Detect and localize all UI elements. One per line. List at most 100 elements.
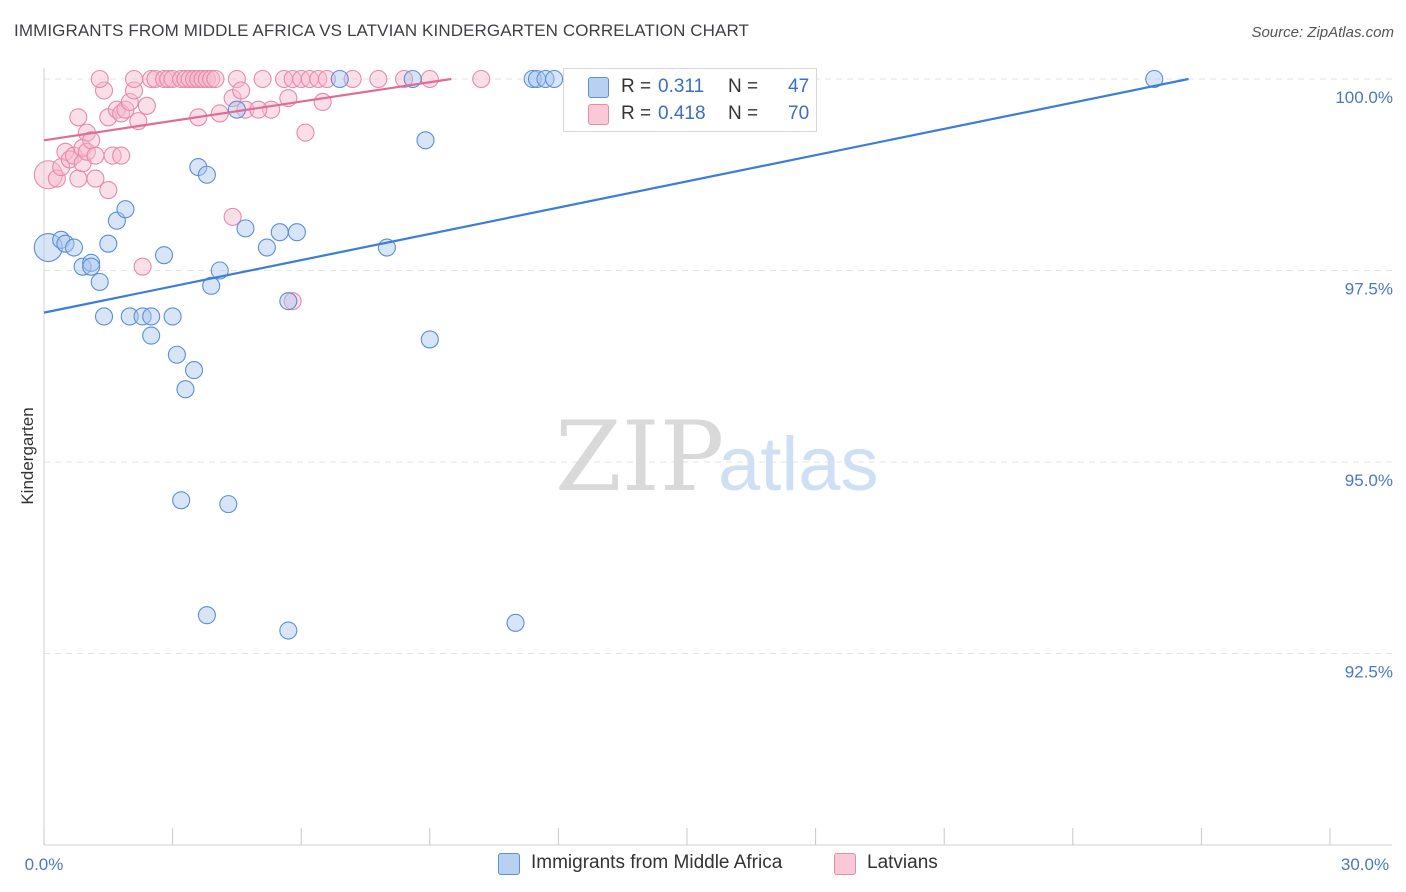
- data-point-latvians: [120, 92, 139, 112]
- data-point-latvians: [137, 96, 156, 115]
- grid-lines: [44, 78, 1392, 654]
- trend-line-latvians: [43, 77, 452, 142]
- legend-r-label: R =: [621, 76, 652, 97]
- data-point-middle-africa: [197, 606, 216, 625]
- series-legend-label: Latvians: [867, 852, 938, 873]
- data-point-latvians: [124, 69, 144, 89]
- data-point-middle-africa: [167, 345, 186, 364]
- y-tick-label: 97.5%: [1345, 280, 1393, 299]
- legend-r-value: 0.311: [658, 76, 705, 97]
- watermark-atlas: atlas: [718, 422, 879, 507]
- data-point-middle-africa: [64, 238, 84, 257]
- data-point-middle-africa: [236, 219, 255, 238]
- data-point-latvians: [133, 257, 152, 276]
- legend-n-value: 47: [788, 76, 810, 97]
- data-point-middle-africa: [420, 330, 439, 349]
- data-point-latvians: [33, 160, 63, 190]
- y-axis-label: Kindergarten: [18, 407, 37, 504]
- data-point-latvians: [99, 181, 118, 200]
- data-point-latvians: [90, 69, 109, 89]
- trend-lines: [43, 77, 1189, 314]
- data-point-middle-africa: [163, 307, 182, 326]
- data-point-latvians: [472, 69, 491, 89]
- data-point-middle-africa: [210, 261, 229, 280]
- data-point-latvians: [232, 81, 251, 100]
- data-point-middle-africa: [184, 361, 204, 380]
- data-point-latvians: [94, 81, 114, 100]
- data-point-latvians: [227, 69, 246, 89]
- series-swatch-blue: [498, 853, 520, 875]
- data-point-middle-africa: [416, 131, 435, 150]
- data-point-latvians: [317, 69, 336, 89]
- data-point-middle-africa: [279, 292, 298, 311]
- data-point-middle-africa: [82, 257, 101, 276]
- data-point-latvians: [253, 69, 272, 89]
- data-point-middle-africa: [330, 69, 349, 89]
- correlation-legend: R = 0.311 N = 47 R = 0.418 N = 70: [563, 68, 817, 132]
- y-tick-label: 95.0%: [1345, 471, 1393, 490]
- data-point-latvians: [223, 207, 242, 226]
- data-point-latvians: [206, 69, 225, 89]
- legend-swatch-pink: [588, 104, 609, 125]
- data-point-middle-africa: [219, 495, 238, 514]
- data-point-latvians: [313, 92, 332, 112]
- data-point-middle-africa: [257, 238, 276, 257]
- data-point-middle-africa: [523, 69, 542, 89]
- data-point-middle-africa: [94, 307, 114, 326]
- x-tick-label: 0.0%: [25, 855, 64, 874]
- data-point-latvians: [420, 69, 439, 89]
- data-point-middle-africa: [545, 69, 564, 89]
- series-legend: Immigrants from Middle Africa Latvians: [0, 852, 1406, 878]
- data-point-middle-africa: [56, 234, 75, 253]
- data-point-middle-africa: [202, 276, 221, 295]
- data-point-middle-africa: [176, 380, 195, 399]
- data-point-latvians: [202, 69, 221, 89]
- series-legend-label: Immigrants from Middle Africa: [531, 852, 783, 873]
- data-point-latvians: [283, 292, 302, 311]
- data-point-middle-africa: [172, 491, 191, 510]
- data-point-latvians: [69, 169, 88, 188]
- data-point-middle-africa: [279, 621, 298, 640]
- y-tick-label: 100.0%: [1335, 88, 1393, 107]
- x-tick-label: 30.0%: [1341, 855, 1389, 874]
- data-point-latvians: [86, 169, 105, 188]
- data-point-middle-africa: [270, 223, 289, 242]
- tick-labels: 92.5% 95.0% 97.5% 100.0% 0.0% 30.0% Kindergart…: [18, 88, 1393, 874]
- data-point-middle-africa: [154, 246, 174, 265]
- data-point-latvians: [343, 69, 362, 89]
- legend-n-value: 70: [788, 103, 810, 124]
- data-point-middle-africa: [33, 232, 63, 263]
- trend-line-middle-africa: [43, 77, 1189, 314]
- data-point-middle-africa: [142, 326, 161, 345]
- data-point-middle-africa: [506, 613, 525, 632]
- data-point-latvians: [369, 69, 388, 89]
- data-point-latvians: [77, 142, 96, 161]
- series-middle-africa: [33, 69, 1164, 640]
- data-point-latvians: [47, 169, 66, 188]
- legend-n-label: N =: [728, 103, 759, 124]
- legend-swatch-blue: [588, 77, 609, 98]
- axes: [43, 68, 1392, 846]
- data-point-middle-africa: [82, 253, 101, 272]
- chart-source: Source: ZipAtlas.com: [1251, 24, 1394, 41]
- data-point-latvians: [86, 146, 105, 165]
- data-point-middle-africa: [142, 307, 161, 326]
- data-point-middle-africa: [120, 307, 139, 326]
- data-point-middle-africa: [1145, 69, 1164, 89]
- data-point-middle-africa: [287, 223, 306, 242]
- series-latvians: [33, 69, 671, 311]
- legend-n-label: N =: [728, 76, 759, 97]
- series-swatch-pink: [834, 853, 856, 875]
- data-point-latvians: [69, 108, 88, 127]
- data-point-latvians: [296, 123, 315, 142]
- data-point-middle-africa: [116, 200, 135, 219]
- legend-r-value: 0.418: [658, 103, 706, 124]
- legend-r-label: R =: [621, 103, 652, 124]
- data-point-middle-africa: [197, 165, 216, 184]
- watermark-zip: ZIP: [555, 401, 724, 513]
- data-point-middle-africa: [90, 272, 109, 292]
- data-point-middle-africa: [99, 234, 118, 253]
- chart-title: IMMIGRANTS FROM MIDDLE AFRICA VS LATVIAN…: [14, 21, 750, 40]
- watermark: ZIP atlas: [555, 401, 879, 513]
